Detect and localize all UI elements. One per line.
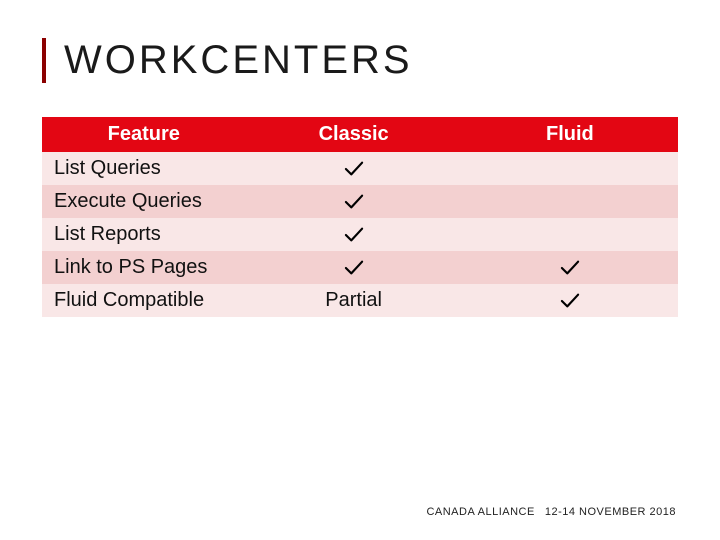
- table-row: Link to PS Pages: [42, 251, 678, 284]
- table-row: List Queries: [42, 152, 678, 185]
- cell-classic: [246, 218, 462, 251]
- footer-dates: 12-14 NOVEMBER 2018: [545, 506, 676, 518]
- cell-fluid: [462, 284, 678, 317]
- check-icon: [343, 193, 365, 211]
- cell-fluid: [462, 185, 678, 218]
- title-accent-bar: WORKCENTERS: [42, 38, 678, 83]
- check-icon: [343, 160, 365, 178]
- col-header-fluid: Fluid: [462, 117, 678, 152]
- slide: WORKCENTERS Feature Classic Fluid List Q…: [0, 0, 720, 540]
- cell-classic: [246, 185, 462, 218]
- cell-classic: [246, 251, 462, 284]
- cell-fluid: [462, 218, 678, 251]
- check-icon: [559, 292, 581, 310]
- cell-fluid: [462, 251, 678, 284]
- feature-label: Execute Queries: [42, 185, 246, 218]
- check-icon: [559, 259, 581, 277]
- cell-classic: [246, 152, 462, 185]
- cell-classic: Partial: [246, 284, 462, 317]
- col-header-classic: Classic: [246, 117, 462, 152]
- slide-title: WORKCENTERS: [64, 38, 678, 83]
- feature-comparison-table: Feature Classic Fluid List Queries Execu…: [42, 117, 678, 317]
- feature-label: List Reports: [42, 218, 246, 251]
- feature-label: Link to PS Pages: [42, 251, 246, 284]
- feature-label: List Queries: [42, 152, 246, 185]
- table-row: Execute Queries: [42, 185, 678, 218]
- feature-label: Fluid Compatible: [42, 284, 246, 317]
- check-icon: [343, 226, 365, 244]
- table-row: List Reports: [42, 218, 678, 251]
- footer-org: CANADA ALLIANCE: [426, 506, 534, 518]
- check-icon: [343, 259, 365, 277]
- table-row: Fluid Compatible Partial: [42, 284, 678, 317]
- footer: CANADA ALLIANCE 12-14 NOVEMBER 2018: [426, 506, 676, 518]
- table-header-row: Feature Classic Fluid: [42, 117, 678, 152]
- col-header-feature: Feature: [42, 117, 246, 152]
- cell-fluid: [462, 152, 678, 185]
